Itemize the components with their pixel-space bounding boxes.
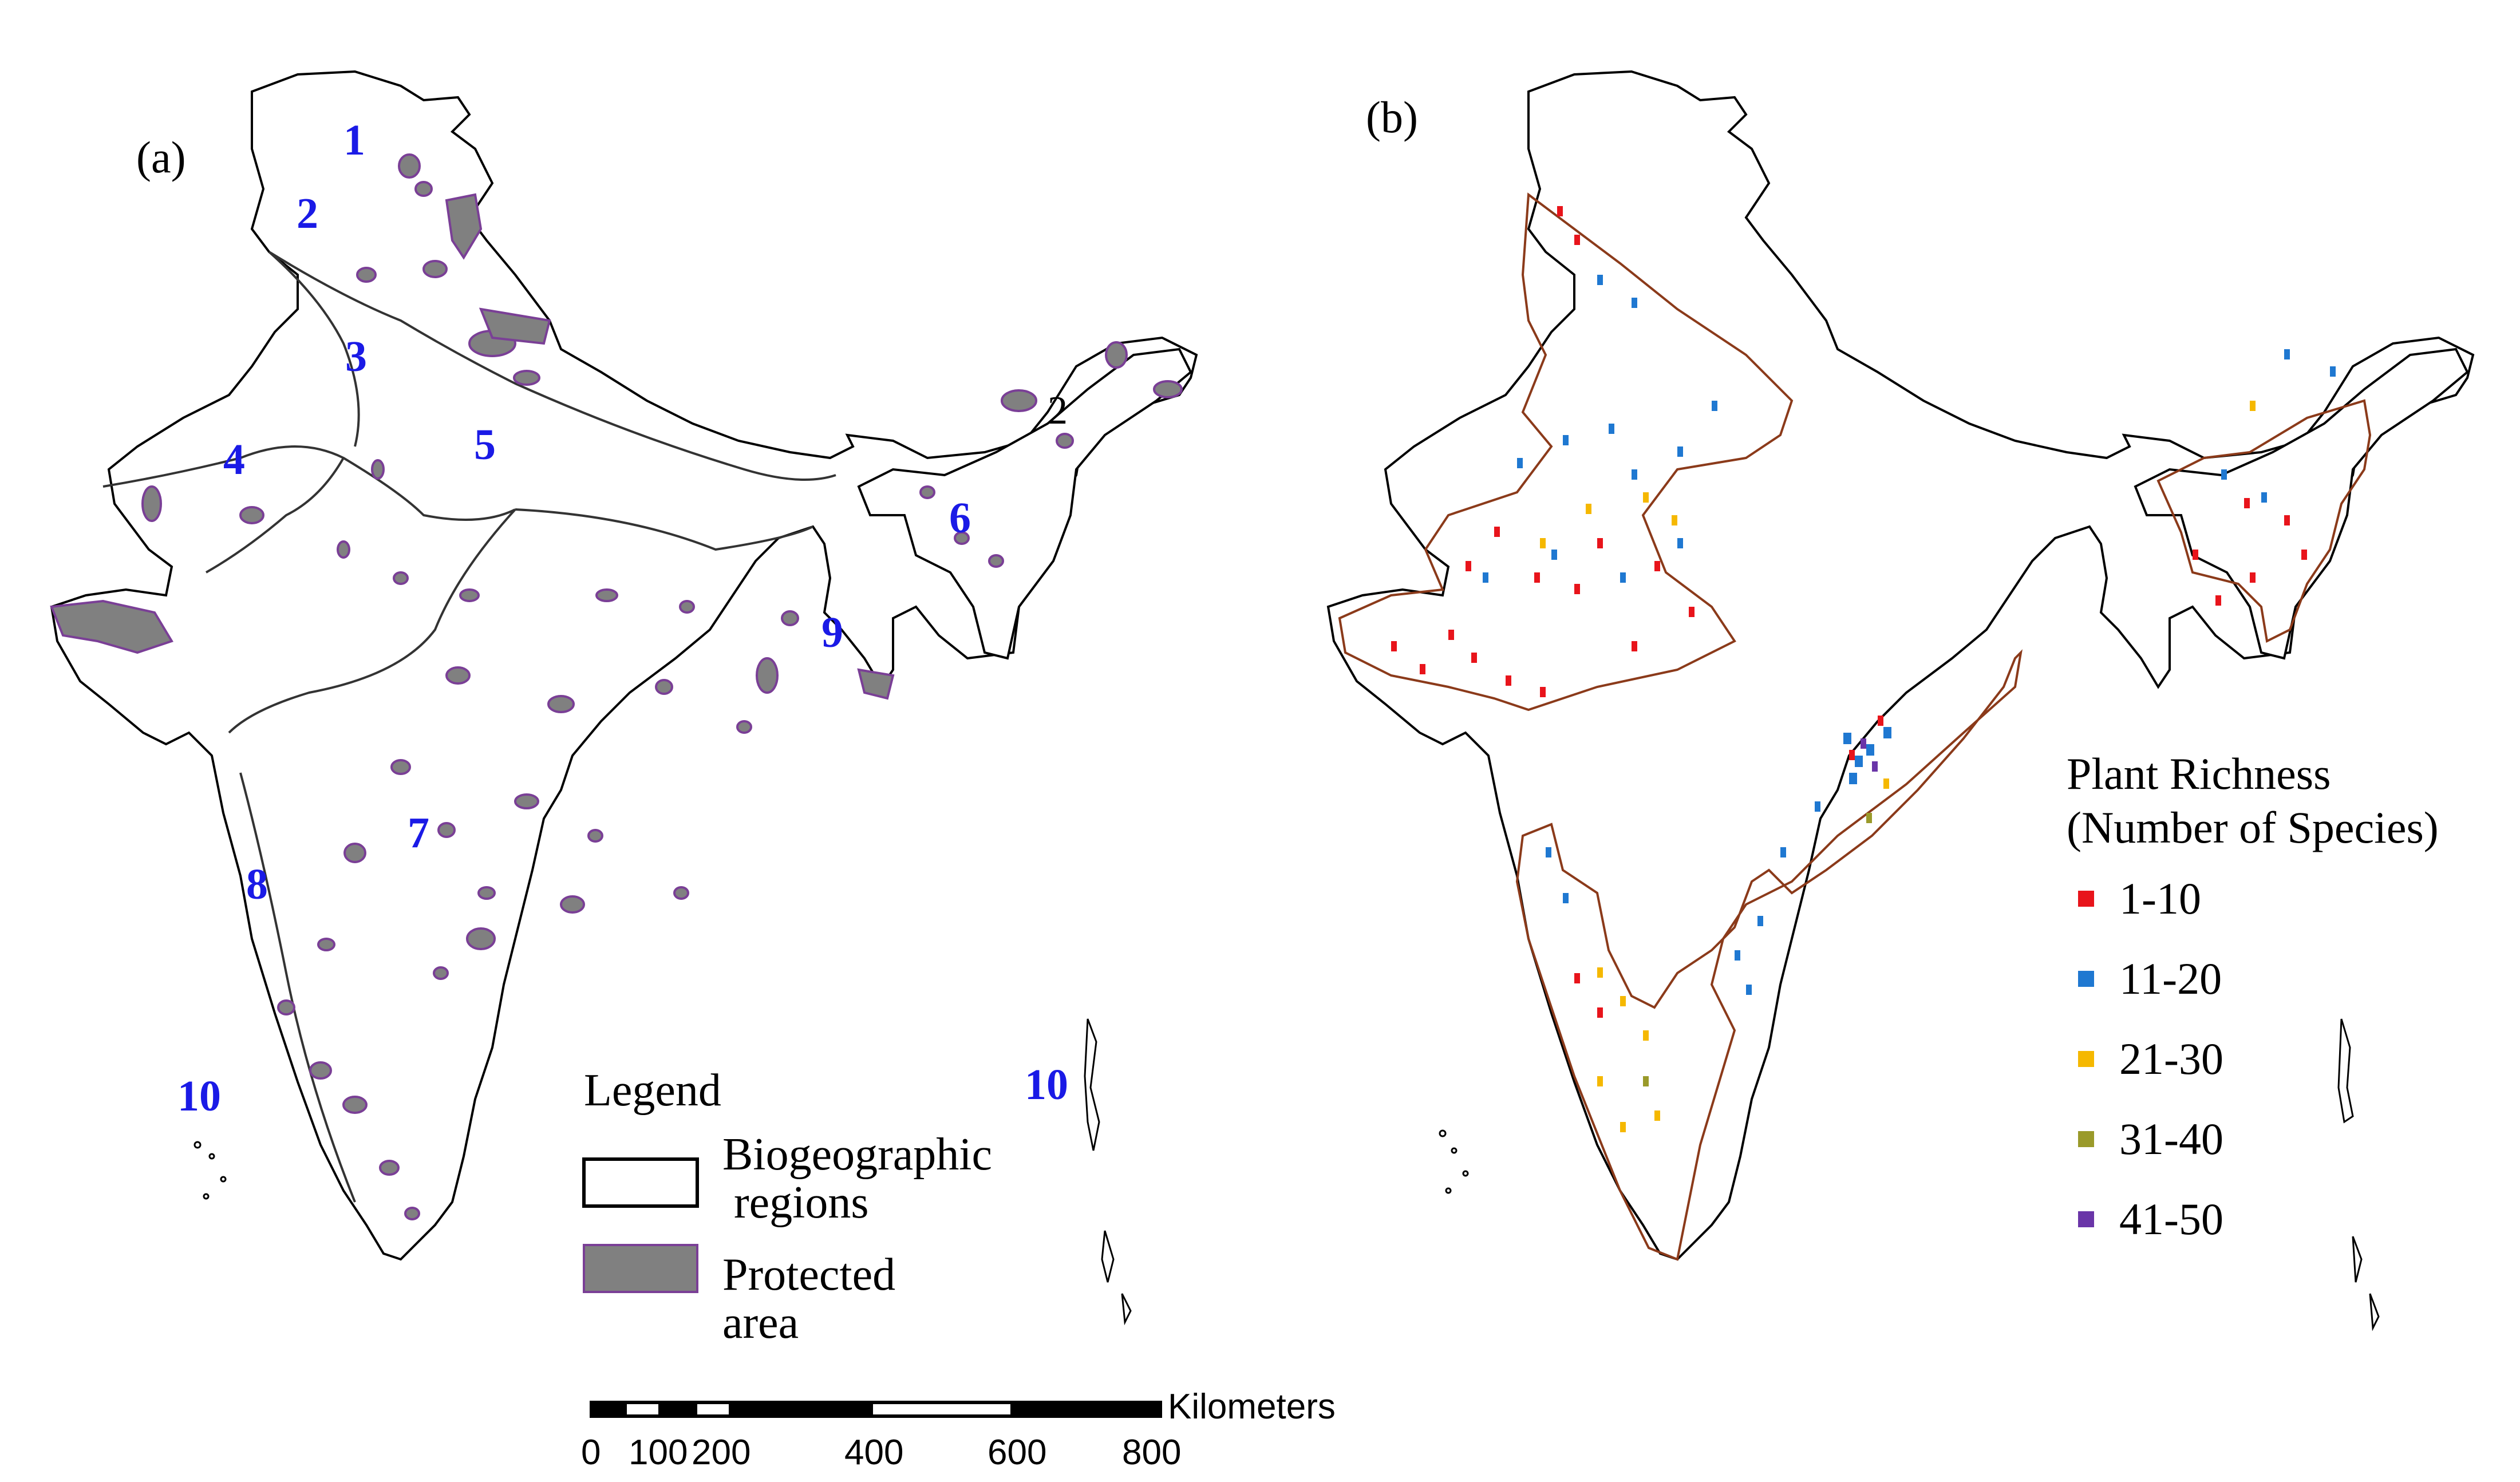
richness-label: 41-50	[2119, 1194, 2223, 1244]
legend-label-line: Protected	[722, 1250, 896, 1300]
panel-label-a: (a)	[136, 132, 186, 182]
richness-points-olive	[1643, 813, 1872, 1086]
region-number: 10	[177, 1072, 221, 1120]
scale-tick: 600	[988, 1433, 1047, 1472]
panel-label-b: (b)	[1366, 92, 1418, 142]
panel-b-map	[1327, 70, 2474, 1331]
region-number: 2	[297, 189, 318, 238]
region-number: 8	[246, 860, 268, 908]
richness-label: 21-30	[2119, 1034, 2223, 1084]
scale-tick: 0	[581, 1433, 601, 1472]
legend-swatch-protected	[583, 1244, 698, 1293]
lakshadweep-islands-a	[193, 1141, 227, 1200]
richness-swatch	[2078, 1131, 2094, 1147]
protected-areas	[50, 153, 1183, 1220]
richness-class: 41-50	[2078, 1193, 2223, 1245]
richness-label: 1-10	[2119, 874, 2201, 923]
richness-class: 11-20	[2078, 953, 2222, 1005]
legend-label-biogeographic: Biogeographic regions	[722, 1131, 992, 1227]
panel-a-map: 1 2 3 4 5 6 7 8 9 10 10 2	[50, 70, 1198, 1326]
lakshadweep-islands-b	[1439, 1129, 1469, 1194]
scale-tick: 400	[844, 1433, 904, 1472]
richness-boundary-south	[1515, 649, 2023, 1261]
richness-swatch	[2078, 1211, 2094, 1227]
richness-points-blue	[1483, 275, 2336, 995]
legend-swatch-biogeographic	[582, 1157, 699, 1208]
scale-unit: Kilometers	[1168, 1387, 1336, 1426]
legend-label-line: area	[722, 1298, 799, 1348]
region-number: 1	[343, 116, 365, 164]
richness-class: 1-10	[2078, 873, 2201, 924]
richness-legend-title: Plant Richness (Number of Species)	[2067, 747, 2439, 854]
richness-swatch	[2078, 891, 2094, 907]
region-number: 9	[821, 608, 843, 657]
richness-label: 31-40	[2119, 1114, 2223, 1164]
richness-swatch	[2078, 971, 2094, 987]
region-number: 7	[408, 809, 429, 857]
andaman-islands-a	[1084, 1018, 1132, 1326]
legend-label-protected: Protected area	[722, 1251, 895, 1347]
richness-title-line: Plant Richness	[2067, 749, 2331, 799]
scale-tick: 200	[692, 1433, 751, 1472]
scale-tick: 100	[629, 1433, 688, 1472]
richness-boundary-ne	[2156, 399, 2372, 643]
richness-class: 21-30	[2078, 1033, 2223, 1085]
region-number-black: 2	[1048, 389, 1068, 433]
richness-points-red	[1391, 206, 2307, 1018]
richness-boundary-north	[1338, 192, 1794, 712]
andaman-islands-b	[2337, 1018, 2380, 1331]
richness-swatch	[2078, 1051, 2094, 1067]
region-number: 4	[223, 436, 245, 484]
richness-title-line: (Number of Species)	[2067, 802, 2439, 852]
legend-label-line: regions	[722, 1177, 869, 1228]
region-number: 5	[474, 421, 496, 469]
region-number: 6	[949, 494, 971, 542]
region-number: 3	[345, 333, 367, 381]
legend-title: Legend	[584, 1065, 721, 1116]
scale-tick: 800	[1122, 1433, 1182, 1472]
richness-label: 11-20	[2119, 954, 2222, 1003]
legend-label-line: Biogeographic	[722, 1129, 992, 1180]
region-boundaries	[102, 251, 836, 1203]
scale-bar	[590, 1401, 1162, 1418]
region-number: 10	[1025, 1061, 1068, 1109]
richness-class: 31-40	[2078, 1113, 2223, 1165]
richness-points-yellow	[1540, 401, 2256, 1132]
richness-points-purple	[1861, 738, 1878, 772]
